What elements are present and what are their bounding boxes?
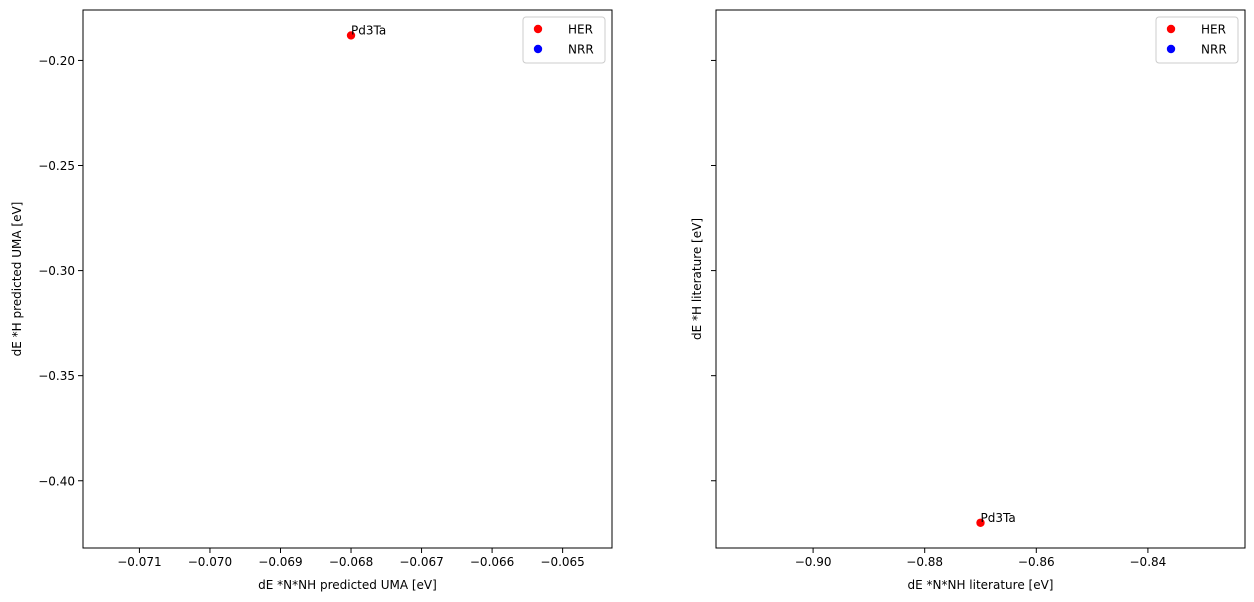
data-point-her <box>976 518 985 527</box>
legend-label: NRR <box>1201 43 1227 57</box>
x-tick-label: −0.84 <box>1130 555 1167 569</box>
plot-frame <box>715 9 1246 549</box>
legend: HER NRR <box>1155 16 1239 64</box>
x-tick-label: −0.90 <box>795 555 832 569</box>
legend-box <box>522 16 606 64</box>
legend-marker-her <box>1166 24 1176 34</box>
x-tick-label: −0.066 <box>470 555 514 569</box>
x-tick-label: −0.88 <box>906 555 943 569</box>
legend-label: HER <box>1201 23 1226 37</box>
legend-box <box>1155 16 1239 64</box>
x-tick-label: −0.069 <box>258 555 302 569</box>
plot-frame <box>82 9 613 549</box>
y-tick-label: −0.20 <box>38 54 75 68</box>
legend-label: HER <box>568 23 593 37</box>
x-tick-label: −0.068 <box>329 555 373 569</box>
data-point-her <box>346 31 356 40</box>
x-tick-label: −0.86 <box>1018 555 1055 569</box>
x-tick-label: −0.067 <box>399 555 443 569</box>
point-annotation: Pd3Ta <box>351 23 386 37</box>
x-tick-label: −0.065 <box>540 555 584 569</box>
legend-marker-her <box>533 24 543 34</box>
x-axis-label: dE *N*NH predicted UMA [eV] <box>258 578 437 592</box>
y-tick-label: −0.30 <box>38 264 75 278</box>
x-tick-label: −0.071 <box>117 555 161 569</box>
x-tick-label: −0.070 <box>188 555 232 569</box>
subplot-2: −0.90 −0.88 −0.86 −0.84 dE *N*NH literature … <box>690 9 1246 592</box>
y-axis-label: dE *H literature [eV] <box>690 218 704 340</box>
legend-marker-nrr <box>533 44 543 54</box>
legend-label: NRR <box>568 43 594 57</box>
y-tick-label: −0.35 <box>38 369 75 383</box>
point-annotation: Pd3Ta <box>981 511 1016 525</box>
y-axis-label: dE *H predicted UMA [eV] <box>10 202 24 357</box>
subplot-1: −0.071 −0.070 −0.069 −0.068 −0.067 −0.066 −0.0… <box>10 9 613 592</box>
legend-marker-nrr <box>1166 44 1176 54</box>
x-axis-label: dE *N*NH literature [eV] <box>908 578 1054 592</box>
legend: HER NRR <box>522 16 606 64</box>
y-tick-label: −0.25 <box>38 159 75 173</box>
y-tick-label: −0.40 <box>38 474 75 488</box>
